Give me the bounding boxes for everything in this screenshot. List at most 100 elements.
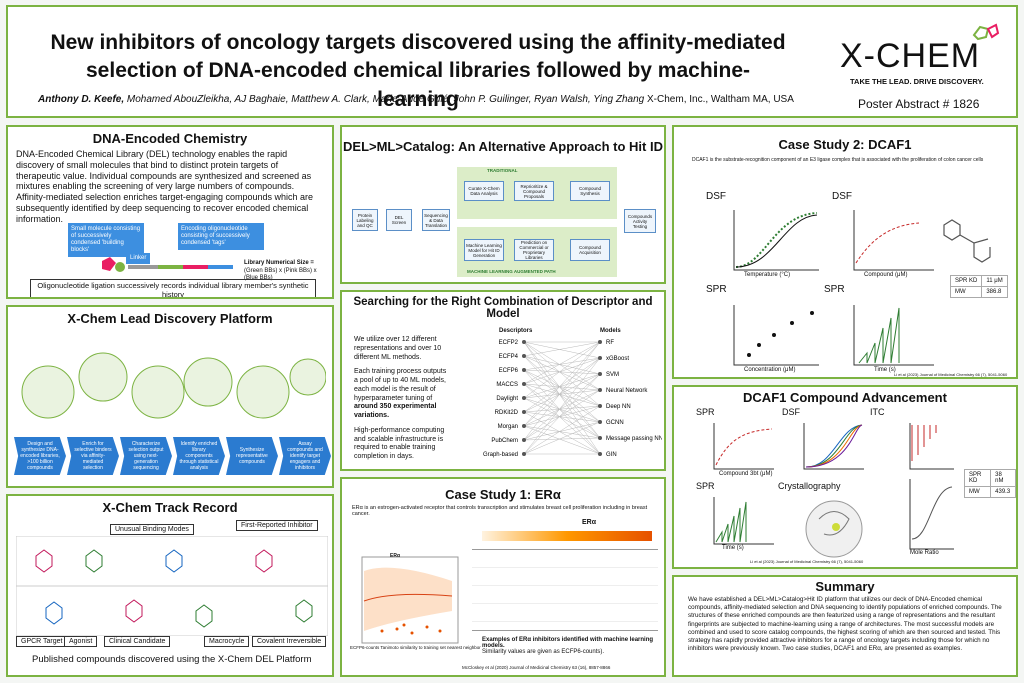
graphic [733, 210, 819, 271]
plot-label: DSF [832, 191, 852, 202]
graphic [16, 585, 328, 636]
graphic [78, 352, 128, 402]
edge [523, 373, 601, 399]
node [522, 396, 526, 400]
step: Design and synthesize DNA-encoded librar… [14, 437, 66, 475]
graphic [973, 243, 991, 263]
model: Neural Network [606, 388, 648, 394]
graphic [35, 549, 53, 573]
panel-title: X-Chem Track Record [102, 500, 238, 515]
graphic [911, 486, 953, 540]
column-header: Models [600, 328, 621, 334]
panel: Case Study 2: DCAF1 DCAF1 is the substra… [672, 125, 1018, 379]
network: ECFP2 ECFP4 ECFP6 MACCS Daylight RDKit2D Morga… [483, 340, 662, 458]
edge [523, 383, 601, 439]
body-text: We have established a DEL>ML>Catalog>Hit… [688, 596, 1002, 653]
caption-bold: Examples of ERα inhibitors identified wi… [482, 637, 654, 649]
graphic [909, 479, 954, 550]
platform-illustration [21, 352, 326, 419]
graphic [790, 321, 794, 325]
panel: DNA-Encoded Chemistry DNA-Encoded Chemic… [6, 125, 334, 299]
table-cell: MW [963, 486, 992, 498]
edge [523, 341, 601, 391]
table-cell: 386.8 [981, 286, 1008, 298]
edge [523, 341, 601, 441]
node [598, 340, 602, 344]
graphic [713, 423, 954, 550]
descriptor: ECFP6 [499, 368, 519, 374]
table-row: SPR KD 11 μM [949, 275, 1008, 287]
graphic [747, 353, 751, 357]
title-line: New inhibitors of oncology targets disco… [50, 31, 786, 54]
edge [523, 341, 601, 455]
edge [523, 355, 601, 423]
graphic [911, 425, 937, 461]
model: Message passing NN [606, 436, 662, 442]
edge [523, 405, 601, 455]
step: Characterize selection output using next… [120, 437, 172, 475]
graphic [295, 599, 313, 623]
flow-box: Machine Learning Model for Hit ID Genera… [464, 239, 504, 261]
graphic [772, 333, 776, 337]
graphic [255, 549, 273, 573]
descriptor: RDKit2D [495, 410, 519, 416]
property-table: SPR KD 11 μM MW 386.8 [949, 275, 1008, 298]
edge [523, 383, 601, 455]
edge [523, 341, 601, 359]
tagline: TAKE THE LEAD. DRIVE DISCOVERY. [850, 77, 984, 86]
model: xGBoost [606, 356, 629, 362]
graphic [128, 265, 158, 269]
edge [523, 357, 601, 413]
graphic [45, 549, 183, 625]
edge [523, 369, 601, 375]
author-list: Mohamed AbouZleikha, AJ Baghaie, Matthew… [126, 94, 645, 105]
edge [523, 425, 601, 455]
label: Macrocycle [204, 636, 250, 647]
linker-label: Linker [126, 253, 151, 264]
table-row: MW 386.8 [949, 286, 1008, 298]
flow-box: Prediction on Commercial or Proprietary … [514, 239, 554, 261]
table-cell: MW [949, 286, 983, 298]
graphic [102, 257, 116, 271]
node [598, 388, 602, 392]
size-formula: (Green BBs) x (Pink BBs) x (Blue BBs) [244, 268, 317, 281]
graphic [380, 629, 384, 633]
node [522, 410, 526, 414]
intro: ERα is an estrogen-activated receptor th… [352, 505, 648, 517]
graphic [236, 365, 290, 419]
label: First-Reported Inhibitor [236, 520, 318, 531]
edge [523, 341, 601, 439]
graphic [832, 523, 840, 531]
label: Agonist [64, 636, 98, 647]
axis-label: Temperature (°C) [744, 272, 791, 278]
text-column: We utilize over 12 different representat… [354, 336, 452, 462]
edge [523, 341, 601, 385]
similarity-plot [361, 556, 459, 644]
panel-title: Summary [815, 579, 875, 594]
table-row: MW 439.3 [963, 486, 1016, 498]
graphic [735, 212, 818, 268]
table-cell: SPR KD [963, 469, 992, 487]
plot-label: DSF [706, 191, 726, 202]
edge [523, 369, 601, 455]
flow-box: Compound Acquisition [570, 239, 610, 261]
edge [523, 373, 601, 455]
graphic [733, 305, 819, 366]
heatmap-label: ERα [582, 519, 597, 526]
compound-grid [16, 536, 328, 636]
graphic [85, 549, 313, 628]
abstract-number: Poster Abstract # 1826 [858, 97, 980, 111]
graphic [125, 599, 143, 623]
descriptor: MACCS [496, 382, 518, 388]
step: Assay compounds and identify target enga… [279, 437, 331, 475]
edge [523, 397, 601, 439]
graphic [713, 497, 774, 545]
table-cell: 439.3 [990, 486, 1016, 498]
panel-title: DNA-Encoded Chemistry [92, 131, 248, 146]
text: Each training process outputs a pool of … [354, 368, 447, 402]
graphic [158, 265, 183, 269]
panel-title: DEL>ML>Catalog: An Alternative Approach … [343, 139, 663, 154]
body-text: DNA-Encoded Chemical Library (DEL) techn… [16, 149, 314, 224]
edge [523, 369, 601, 423]
step: Enrich for selective binders via affinit… [67, 437, 119, 475]
